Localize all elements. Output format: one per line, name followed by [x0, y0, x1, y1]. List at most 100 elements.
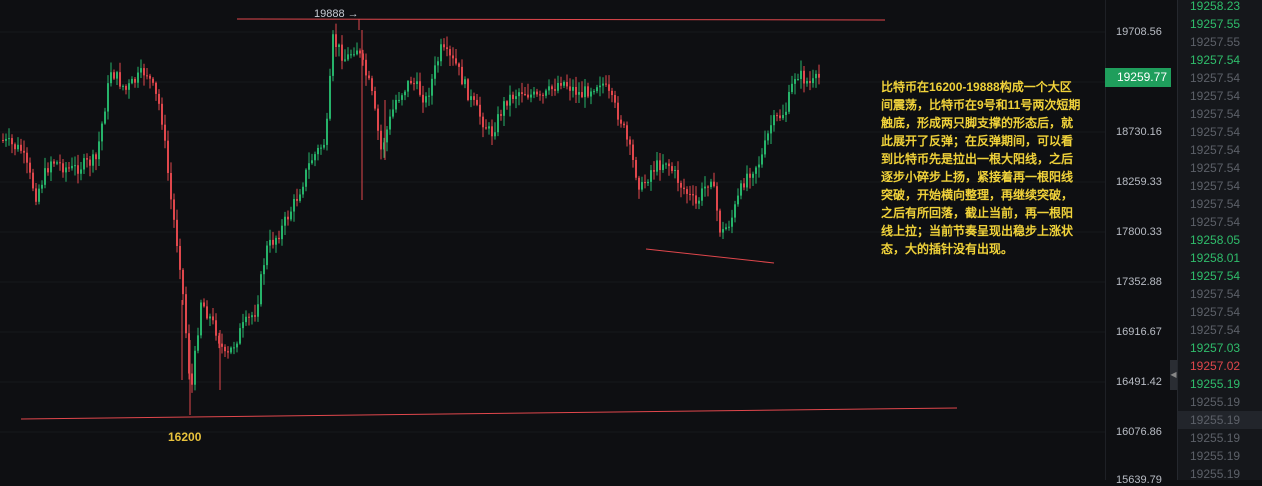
candle-body [599, 85, 601, 88]
orderbook-row[interactable]: 19257.54 [1190, 269, 1241, 283]
candle-body [473, 96, 475, 100]
candle-body [14, 144, 16, 150]
candle-body [185, 294, 187, 334]
candle-body [518, 92, 520, 97]
orderbook-row[interactable]: 19258.23 [1190, 0, 1241, 13]
orderbook-row[interactable]: 19257.55 [1190, 35, 1241, 49]
candle-body [704, 186, 706, 189]
candle-body [134, 78, 136, 83]
candle-body [296, 198, 298, 201]
candle-body [242, 322, 244, 329]
candle-body [806, 80, 808, 84]
orderbook-row[interactable]: 19255.19 [1190, 395, 1241, 409]
candle-body [251, 315, 253, 318]
candlestick-chart[interactable]: 19888 → 16200 比特币在16200-19888构成一个大区间震荡，比… [0, 0, 1105, 480]
candle-body [560, 83, 562, 86]
candle-body [359, 50, 361, 54]
candle-body [338, 44, 340, 48]
collapse-panel-handle[interactable]: ◀ [1170, 360, 1177, 390]
resistance-price-label: 19888 → [314, 8, 359, 20]
candle-body [647, 181, 649, 184]
candle-body [167, 140, 169, 173]
orderbook-row[interactable]: 19257.54 [1190, 287, 1241, 301]
orderbook-row[interactable]: 19255.19 [1178, 411, 1262, 429]
orderbook-row[interactable]: 19257.54 [1190, 143, 1241, 157]
candle-body [278, 237, 280, 240]
candle-body [425, 96, 427, 103]
candle-body [236, 343, 238, 348]
orderbook-row[interactable]: 19257.02 [1190, 359, 1241, 373]
candle-body [689, 193, 691, 195]
candle-body [737, 195, 739, 205]
candle-body [155, 82, 157, 94]
orderbook-row[interactable]: 19255.19 [1190, 377, 1241, 391]
orderbook-row[interactable]: 19257.54 [1190, 323, 1241, 337]
candle-body [311, 160, 313, 164]
candle-body [377, 108, 379, 131]
candle-body [467, 79, 469, 100]
candle-body [299, 194, 301, 201]
orderbook-panel[interactable]: 19258.23 19257.55 19257.55 19257.54 19257.54… [1177, 0, 1262, 481]
candle-body [200, 302, 202, 336]
orderbook-row[interactable]: 19257.54 [1190, 179, 1241, 193]
candle-body [695, 195, 697, 204]
candle-body [269, 239, 271, 246]
candle-body [578, 92, 580, 95]
candle-body [803, 70, 805, 84]
orderbook-row[interactable]: 19257.03 [1190, 341, 1241, 355]
orderbook-row[interactable]: 19257.54 [1190, 53, 1241, 67]
candle-body [263, 265, 265, 275]
orderbook-row[interactable]: 19257.54 [1190, 125, 1241, 139]
candle-body [302, 186, 304, 195]
candle-body [596, 87, 598, 92]
candle-body [182, 269, 184, 295]
candle-body [464, 79, 466, 85]
candle-body [356, 50, 358, 55]
orderbook-row[interactable]: 19257.55 [1190, 17, 1241, 31]
candle-body [782, 115, 784, 119]
candle-body [680, 182, 682, 188]
candle-body [503, 101, 505, 116]
candle-body [488, 126, 490, 129]
candle-body [161, 103, 163, 125]
candle-body [80, 169, 82, 174]
orderbook-row[interactable]: 19257.54 [1190, 161, 1241, 175]
candle-body [815, 73, 817, 79]
candle-layer [2, 18, 958, 420]
candle-body [395, 99, 397, 110]
orderbook-row[interactable]: 19257.54 [1190, 89, 1241, 103]
candle-body [800, 70, 802, 80]
orderbook-row[interactable]: 19257.54 [1190, 215, 1241, 229]
candle-body [332, 34, 334, 76]
orderbook-row[interactable]: 19258.05 [1190, 233, 1241, 247]
orderbook-row[interactable]: 19257.54 [1190, 305, 1241, 319]
candle-body [101, 123, 103, 142]
candle-body [581, 92, 583, 98]
candle-body [551, 86, 553, 90]
candle-body [389, 116, 391, 130]
candle-body [539, 94, 541, 96]
candle-body [293, 198, 295, 212]
candle-body [506, 101, 508, 106]
orderbook-row[interactable]: 19257.54 [1190, 71, 1241, 85]
candle-body [290, 211, 292, 220]
orderbook-row[interactable]: 19255.19 [1190, 467, 1241, 481]
orderbook-row[interactable]: 19258.01 [1190, 251, 1241, 265]
candle-body [53, 161, 55, 164]
candle-body [137, 72, 139, 83]
candle-body [401, 95, 403, 100]
orderbook-row[interactable]: 19255.19 [1190, 431, 1241, 445]
candle-body [818, 73, 820, 78]
candle-body [575, 86, 577, 95]
candle-body [143, 68, 145, 76]
candle-body [233, 347, 235, 349]
candle-body [320, 147, 322, 149]
orderbook-row[interactable]: 19257.54 [1190, 107, 1241, 121]
candle-body [749, 173, 751, 178]
orderbook-row[interactable]: 19255.19 [1190, 449, 1241, 463]
candle-body [812, 78, 814, 84]
candle-body [407, 80, 409, 92]
orderbook-row[interactable]: 19257.54 [1190, 197, 1241, 211]
candle-body [641, 181, 643, 190]
candle-body [59, 162, 61, 164]
